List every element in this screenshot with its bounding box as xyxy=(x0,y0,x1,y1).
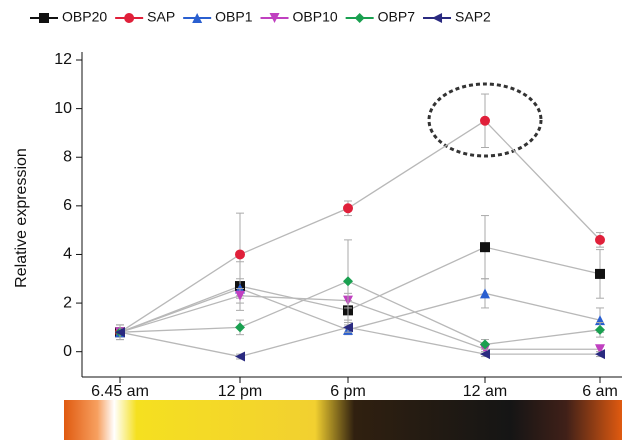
marker xyxy=(595,325,605,335)
legend-label: OBP1 xyxy=(215,9,253,25)
marker xyxy=(355,13,365,23)
marker xyxy=(235,249,245,259)
legend-item: SAP xyxy=(115,9,175,25)
legend-item: SAP2 xyxy=(423,9,491,25)
marker xyxy=(480,242,490,252)
y-tick-label: 2 xyxy=(63,294,72,311)
marker xyxy=(124,13,134,23)
y-tick-label: 6 xyxy=(63,197,72,214)
series-line xyxy=(120,121,600,332)
marker xyxy=(343,276,353,286)
x-tick-label: 6.45 am xyxy=(91,383,149,400)
legend-item: OBP7 xyxy=(346,9,416,25)
legend-label: SAP2 xyxy=(455,9,491,25)
light-strip xyxy=(64,400,622,440)
marker xyxy=(235,352,245,362)
legend-label: SAP xyxy=(147,9,175,25)
marker xyxy=(595,269,605,279)
chart: Relative expression 0 2 4 6 8 10 12 6.45 am 12 p… xyxy=(0,0,627,448)
legend-label: OBP10 xyxy=(293,9,338,25)
marker xyxy=(480,116,490,126)
marker xyxy=(595,235,605,245)
x-tick-label: 6 am xyxy=(582,383,618,400)
marker xyxy=(343,203,353,213)
y-tick-label: 8 xyxy=(63,148,72,165)
series-line xyxy=(120,327,600,356)
y-tick-label: 4 xyxy=(63,246,72,263)
legend-item: OBP1 xyxy=(183,9,253,25)
y-tick-label: 0 xyxy=(63,343,72,360)
marker xyxy=(39,13,49,23)
series-line xyxy=(120,247,600,332)
marker xyxy=(432,13,442,23)
x-tick-label: 12 pm xyxy=(218,383,262,400)
x-tick-label: 6 pm xyxy=(330,383,366,400)
y-tick-label: 12 xyxy=(54,51,72,68)
legend-label: OBP20 xyxy=(62,9,107,25)
y-tick-label: 10 xyxy=(54,100,72,117)
legend-item: OBP20 xyxy=(30,9,107,25)
series-line xyxy=(120,281,600,344)
marker xyxy=(235,322,245,332)
marker xyxy=(480,288,490,298)
x-tick-label: 12 am xyxy=(463,383,507,400)
legend-item: OBP10 xyxy=(261,9,338,25)
y-axis-label: Relative expression xyxy=(13,148,30,288)
legend-label: OBP7 xyxy=(378,9,416,25)
